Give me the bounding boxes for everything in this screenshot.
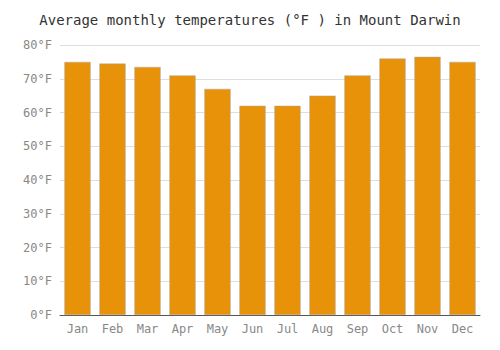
- svg-text:Feb: Feb: [102, 322, 124, 336]
- svg-text:May: May: [207, 322, 229, 336]
- svg-text:50°F: 50°F: [23, 139, 52, 153]
- svg-text:Oct: Oct: [382, 322, 404, 336]
- svg-text:Nov: Nov: [417, 322, 439, 336]
- svg-text:70°F: 70°F: [23, 72, 52, 86]
- svg-text:80°F: 80°F: [23, 38, 52, 52]
- svg-text:0°F: 0°F: [30, 308, 52, 322]
- svg-text:60°F: 60°F: [23, 106, 52, 120]
- svg-text:40°F: 40°F: [23, 173, 52, 187]
- svg-text:Sep: Sep: [347, 322, 369, 336]
- svg-text:Mar: Mar: [137, 322, 159, 336]
- svg-text:Average monthly temperatures (: Average monthly temperatures (°F ) in Mo…: [39, 12, 460, 28]
- svg-text:Jun: Jun: [242, 322, 264, 336]
- svg-text:Jan: Jan: [67, 322, 89, 336]
- svg-text:20°F: 20°F: [23, 241, 52, 255]
- svg-text:Aug: Aug: [312, 322, 334, 336]
- svg-text:Apr: Apr: [172, 322, 194, 336]
- svg-text:Jul: Jul: [277, 322, 299, 336]
- svg-text:30°F: 30°F: [23, 207, 52, 221]
- svg-text:10°F: 10°F: [23, 274, 52, 288]
- svg-text:Dec: Dec: [452, 322, 474, 336]
